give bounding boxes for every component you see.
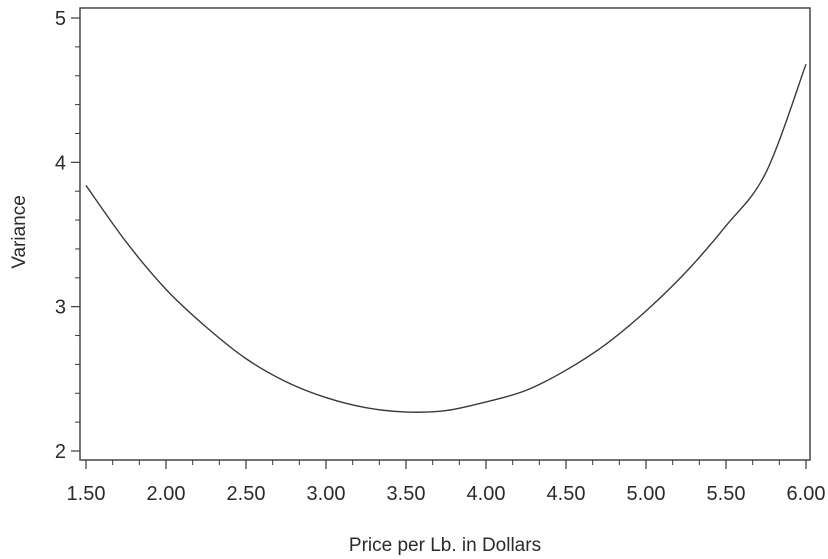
y-tick-label: 5 bbox=[55, 8, 66, 30]
y-tick-label: 2 bbox=[55, 441, 66, 463]
x-tick-label: 6.00 bbox=[787, 483, 826, 505]
x-axis-tick-labels: 1.50 2.00 2.50 3.00 3.50 4.00 4.50 5.00 5.50 6.00 bbox=[67, 483, 826, 505]
x-tick-label: 3.00 bbox=[307, 483, 346, 505]
y-axis-tick-labels: 2 3 4 5 bbox=[55, 8, 66, 463]
x-tick-label: 5.00 bbox=[627, 483, 666, 505]
y-tick-label: 4 bbox=[55, 152, 66, 174]
x-tick-label: 5.50 bbox=[707, 483, 746, 505]
series-line bbox=[85, 63, 807, 413]
x-tick-label: 2.00 bbox=[147, 483, 186, 505]
y-axis-title: Variance bbox=[9, 195, 30, 269]
x-tick-label: 1.50 bbox=[67, 483, 106, 505]
x-tick-label: 3.50 bbox=[387, 483, 426, 505]
plot-area-frame bbox=[79, 7, 811, 461]
x-axis-ticks bbox=[85, 460, 807, 469]
x-axis-title: Price per Lb. in Dollars bbox=[349, 535, 541, 556]
x-tick-label: 4.00 bbox=[467, 483, 506, 505]
x-tick-label: 4.50 bbox=[547, 483, 586, 505]
x-tick-label: 2.50 bbox=[227, 483, 266, 505]
y-axis-ticks bbox=[71, 17, 80, 452]
y-tick-label: 3 bbox=[55, 297, 66, 319]
